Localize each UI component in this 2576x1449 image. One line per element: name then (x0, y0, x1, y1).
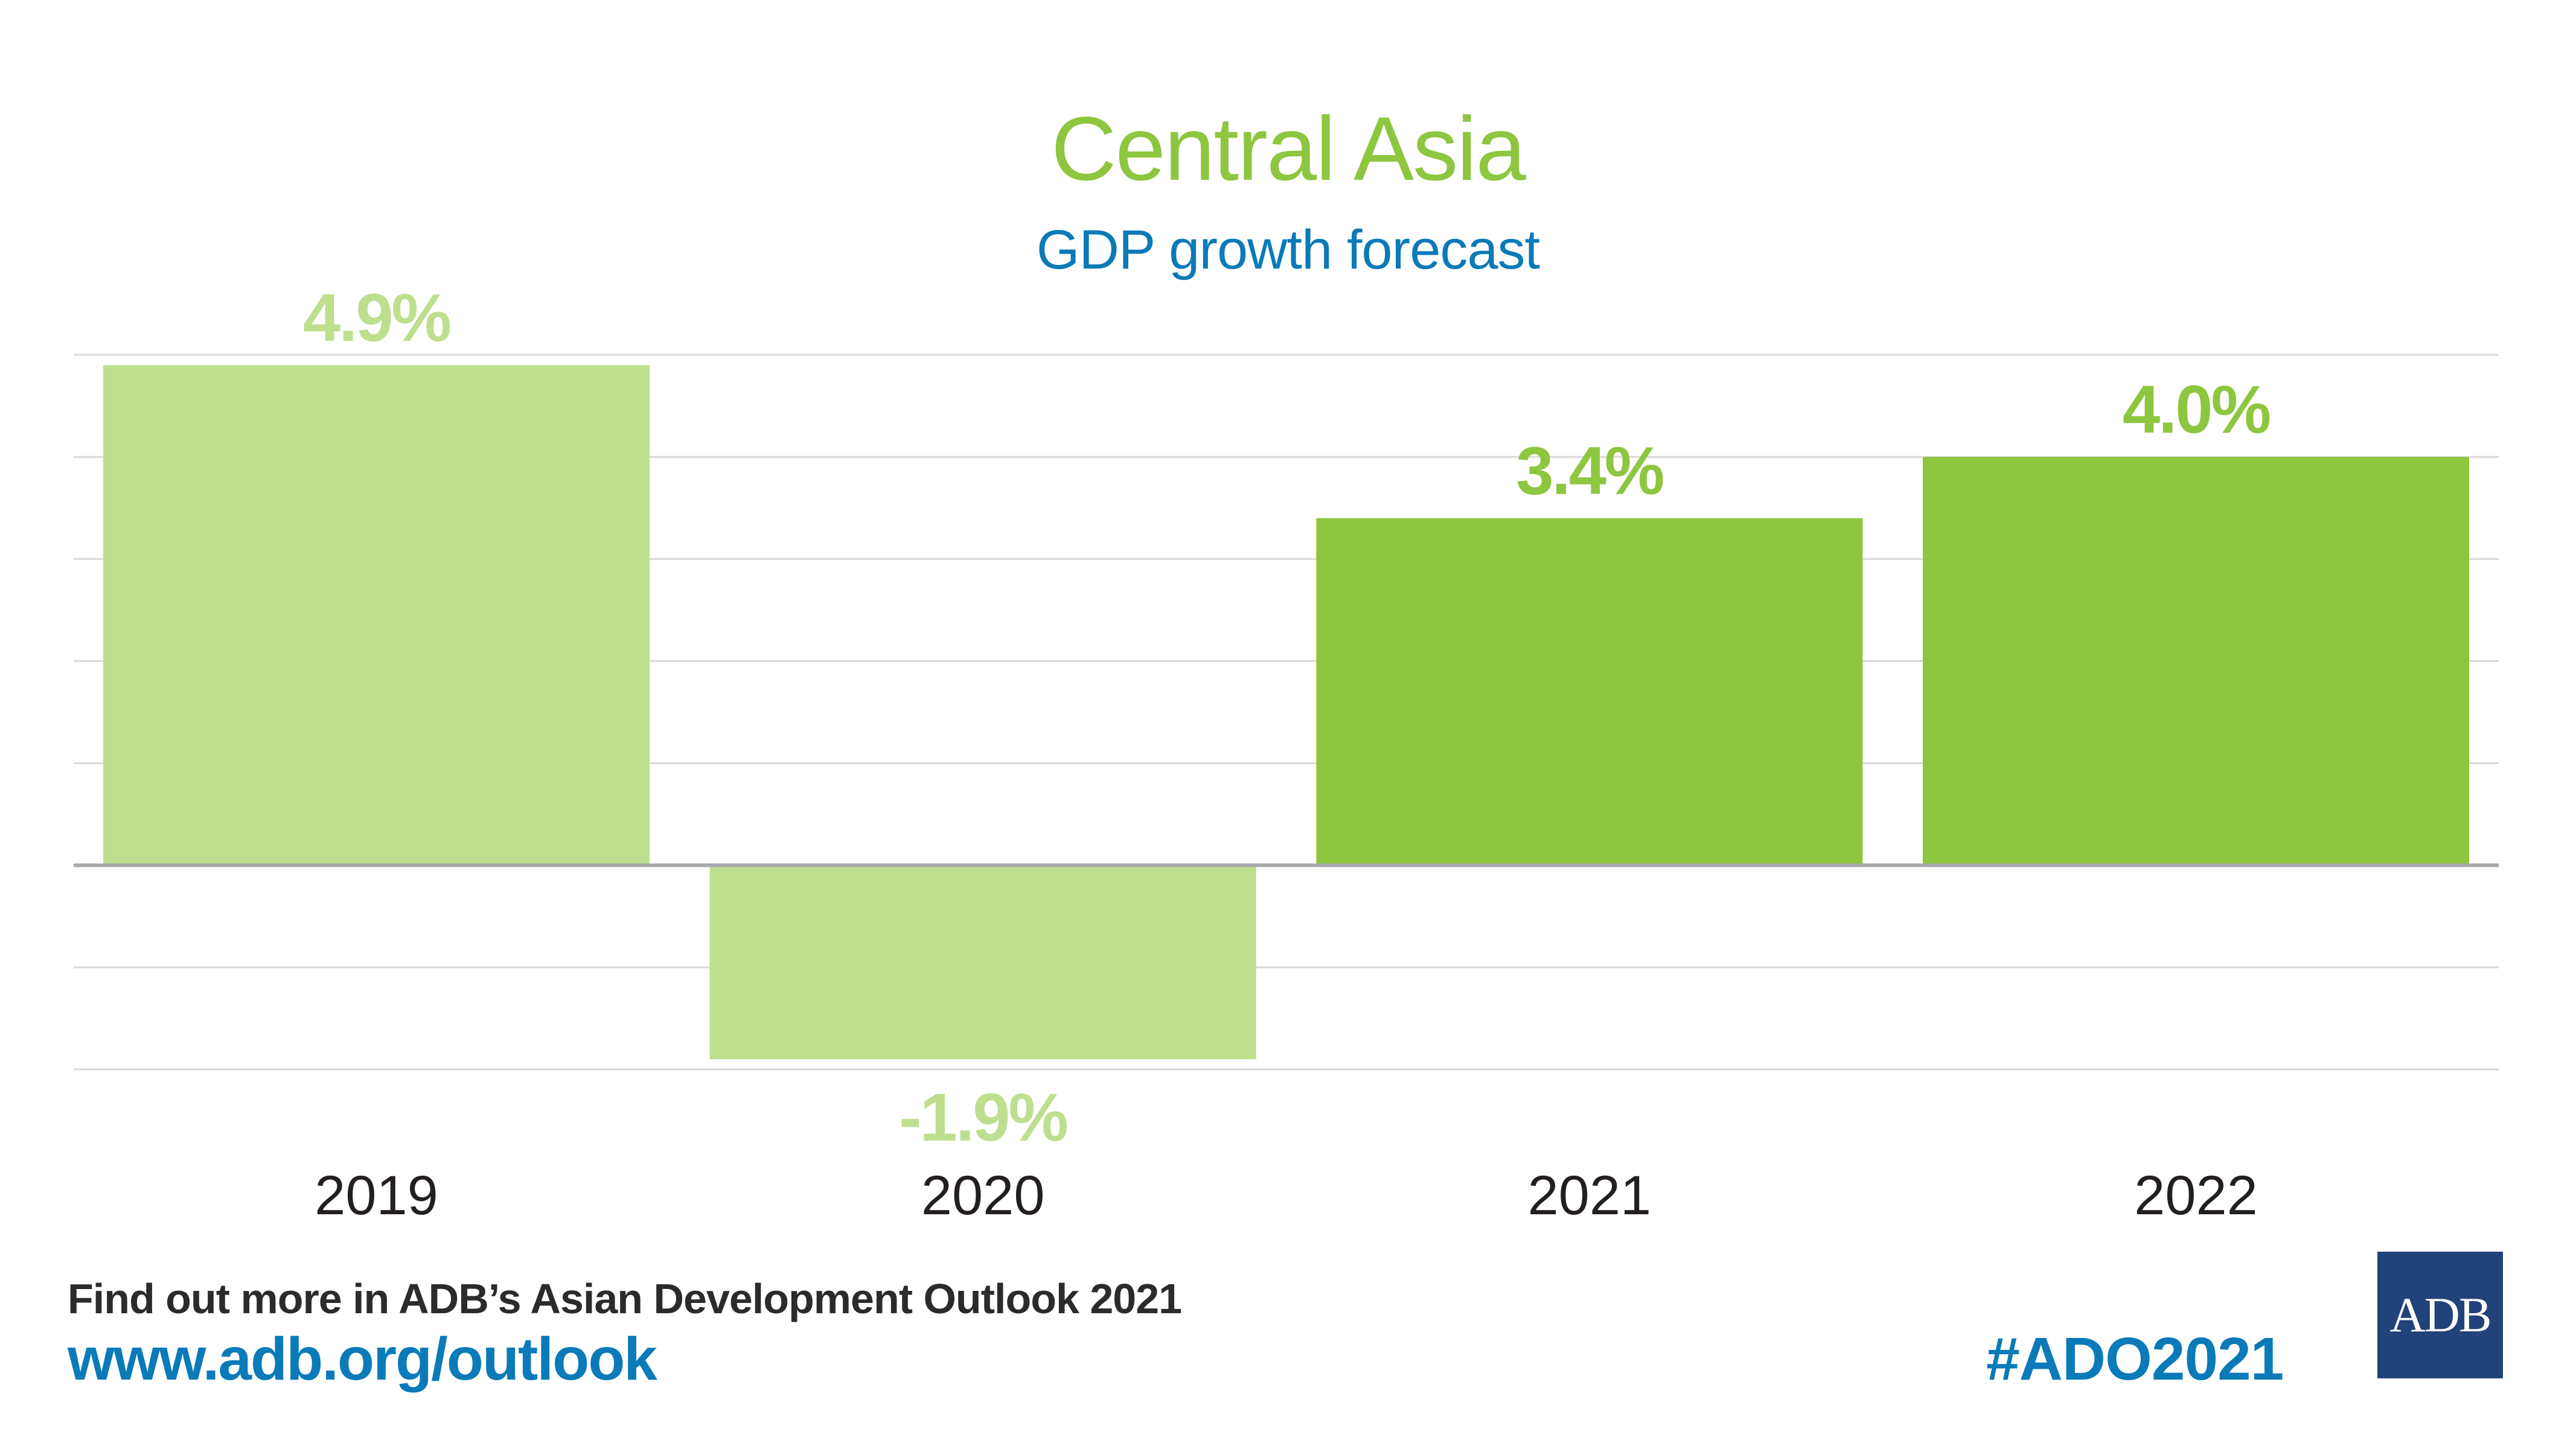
chart-subtitle: GDP growth forecast (1036, 219, 1540, 281)
bar-2022 (1923, 457, 2469, 865)
adb-logo-text: ADB (2389, 1287, 2491, 1342)
x-tick-label-2020: 2020 (921, 1165, 1045, 1226)
bar-2020 (709, 865, 1256, 1060)
x-tick-label-2019: 2019 (315, 1165, 438, 1226)
chart-title: Central Asia (1051, 98, 1526, 199)
data-label-2020: -1.9% (899, 1080, 1067, 1155)
data-label-2021: 3.4% (1516, 433, 1663, 509)
data-labels: 4.9% -1.9% 3.4% 4.0% (303, 280, 2272, 1155)
x-tick-label-2022: 2022 (2134, 1165, 2258, 1226)
bars (103, 365, 2469, 1060)
bar-2019 (103, 365, 650, 865)
footer-url-link[interactable]: www.adb.org/outlook (68, 1325, 657, 1393)
footer-text: Find out more in ADB’s Asian Development… (68, 1275, 1182, 1322)
data-label-2022: 4.0% (2123, 372, 2270, 447)
adb-logo: ADB (2377, 1252, 2503, 1378)
hashtag: #ADO2021 (1986, 1325, 2284, 1393)
x-tick-label-2021: 2021 (1527, 1165, 1651, 1226)
x-axis-labels: 2019 2020 2021 2022 (315, 1165, 2258, 1226)
data-label-2019: 4.9% (303, 280, 450, 355)
bar-2021 (1316, 518, 1863, 865)
